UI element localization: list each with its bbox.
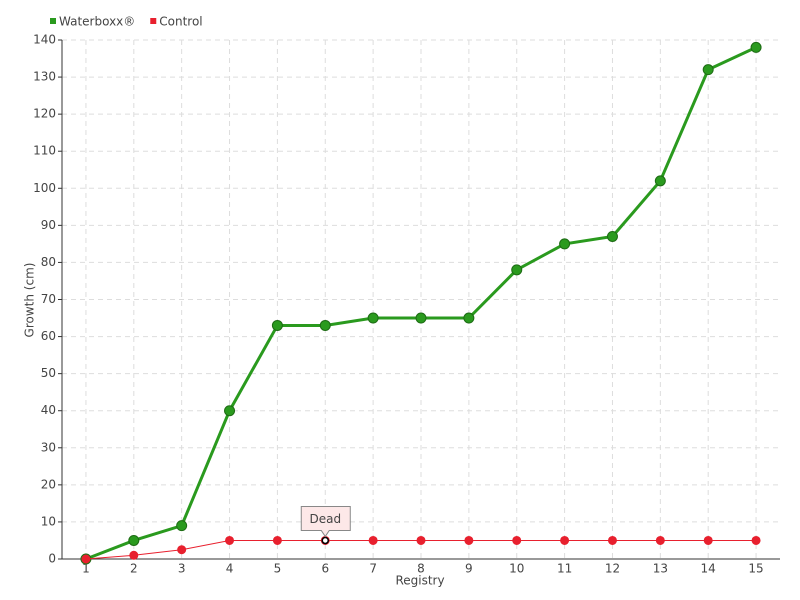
point <box>463 312 475 324</box>
x-tick-label: 10 <box>509 562 524 576</box>
y-tick-label: 120 <box>33 107 56 121</box>
point <box>128 534 140 546</box>
point <box>224 405 236 417</box>
legend-label: Waterboxx® <box>59 15 135 29</box>
point <box>560 535 570 545</box>
point <box>272 535 282 545</box>
point <box>225 535 235 545</box>
point <box>176 520 188 532</box>
point <box>750 41 762 53</box>
point <box>368 535 378 545</box>
point <box>464 535 474 545</box>
y-tick-label: 90 <box>41 218 56 232</box>
x-tick-label: 4 <box>226 562 234 576</box>
legend-swatch <box>50 18 56 24</box>
point <box>367 312 379 324</box>
x-tick-label: 7 <box>369 562 377 576</box>
point <box>702 64 714 76</box>
point <box>654 175 666 187</box>
point <box>703 535 713 545</box>
x-tick-label: 3 <box>178 562 186 576</box>
x-tick-label: 5 <box>274 562 282 576</box>
point <box>512 535 522 545</box>
point <box>607 535 617 545</box>
y-tick-label: 60 <box>41 329 56 343</box>
y-tick-label: 70 <box>41 292 56 306</box>
point <box>416 535 426 545</box>
annotation-point <box>321 536 330 545</box>
y-tick-label: 30 <box>41 440 56 454</box>
legend-label: Control <box>159 15 202 29</box>
y-tick-label: 110 <box>33 144 56 158</box>
point <box>177 545 187 555</box>
point <box>415 312 427 324</box>
point <box>606 230 618 242</box>
point <box>81 554 91 564</box>
point <box>751 535 761 545</box>
x-tick-label: 2 <box>130 562 138 576</box>
y-tick-label: 20 <box>41 477 56 491</box>
x-tick-label: 15 <box>748 562 763 576</box>
point <box>655 535 665 545</box>
y-tick-label: 10 <box>41 514 56 528</box>
y-tick-label: 140 <box>33 33 56 47</box>
x-tick-label: 9 <box>465 562 473 576</box>
x-tick-label: 13 <box>653 562 668 576</box>
y-tick-label: 80 <box>41 255 56 269</box>
y-tick-label: 50 <box>41 366 56 380</box>
x-tick-label: 14 <box>701 562 716 576</box>
y-axis-label: Growth (cm) <box>23 263 37 338</box>
x-tick-label: 8 <box>417 562 425 576</box>
point <box>129 550 139 560</box>
point <box>559 238 571 250</box>
annotation-box <box>300 505 351 538</box>
point <box>511 264 523 276</box>
y-tick-label: 0 <box>48 552 56 566</box>
y-tick-label: 130 <box>33 70 56 84</box>
x-tick-label: 12 <box>605 562 620 576</box>
x-axis-label: Registry <box>395 574 444 588</box>
annotation-text: Dead <box>309 512 341 526</box>
y-tick-label: 40 <box>41 403 56 417</box>
x-tick-label: 6 <box>321 562 329 576</box>
x-tick-label: 1 <box>82 562 90 576</box>
point <box>271 319 283 331</box>
y-tick-label: 100 <box>33 181 56 195</box>
legend-swatch <box>150 18 157 24</box>
point <box>319 319 331 331</box>
x-tick-label: 11 <box>557 562 572 576</box>
